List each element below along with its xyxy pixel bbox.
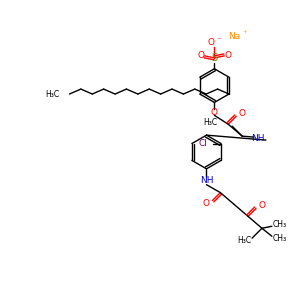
Text: S: S — [211, 53, 218, 63]
Text: Cl: Cl — [199, 139, 208, 148]
Text: O: O — [225, 51, 232, 60]
Text: NH: NH — [200, 176, 213, 185]
Text: H₃C: H₃C — [203, 118, 218, 127]
Text: H₃C: H₃C — [45, 89, 60, 98]
Text: O: O — [259, 201, 266, 210]
Text: O: O — [197, 51, 204, 60]
Text: Na: Na — [228, 32, 240, 40]
Text: CH₃: CH₃ — [273, 234, 287, 243]
Text: ⁻: ⁻ — [216, 35, 220, 44]
Text: NH: NH — [251, 134, 265, 142]
Text: O: O — [203, 199, 210, 208]
Text: ⁺: ⁺ — [243, 28, 248, 38]
Text: O: O — [211, 108, 218, 117]
Text: O: O — [238, 109, 246, 118]
Text: H₃C: H₃C — [237, 236, 251, 245]
Text: CH₃: CH₃ — [273, 220, 287, 229]
Text: O: O — [208, 38, 215, 46]
